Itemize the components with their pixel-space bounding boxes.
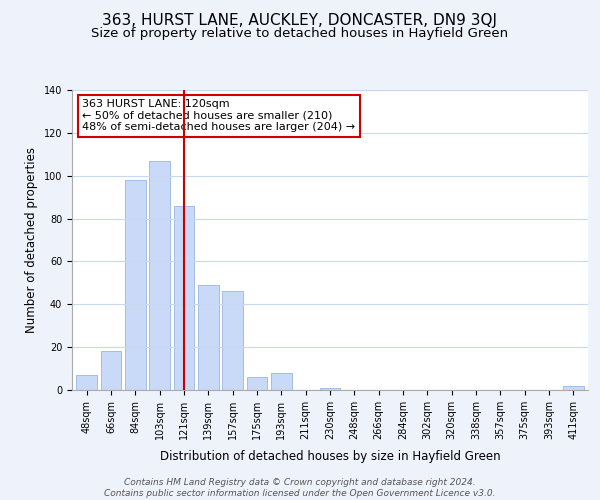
X-axis label: Distribution of detached houses by size in Hayfield Green: Distribution of detached houses by size … — [160, 450, 500, 463]
Bar — [76, 375, 97, 390]
Text: Contains HM Land Registry data © Crown copyright and database right 2024.
Contai: Contains HM Land Registry data © Crown c… — [104, 478, 496, 498]
Bar — [101, 352, 121, 390]
Bar — [247, 377, 268, 390]
Y-axis label: Number of detached properties: Number of detached properties — [25, 147, 38, 333]
Bar — [271, 373, 292, 390]
Bar — [149, 160, 170, 390]
Bar — [125, 180, 146, 390]
Text: Size of property relative to detached houses in Hayfield Green: Size of property relative to detached ho… — [91, 28, 509, 40]
Text: 363, HURST LANE, AUCKLEY, DONCASTER, DN9 3QJ: 363, HURST LANE, AUCKLEY, DONCASTER, DN9… — [103, 12, 497, 28]
Bar — [320, 388, 340, 390]
Bar — [198, 285, 218, 390]
Bar — [563, 386, 584, 390]
Bar — [173, 206, 194, 390]
Bar — [222, 292, 243, 390]
Text: 363 HURST LANE: 120sqm
← 50% of detached houses are smaller (210)
48% of semi-de: 363 HURST LANE: 120sqm ← 50% of detached… — [82, 99, 355, 132]
